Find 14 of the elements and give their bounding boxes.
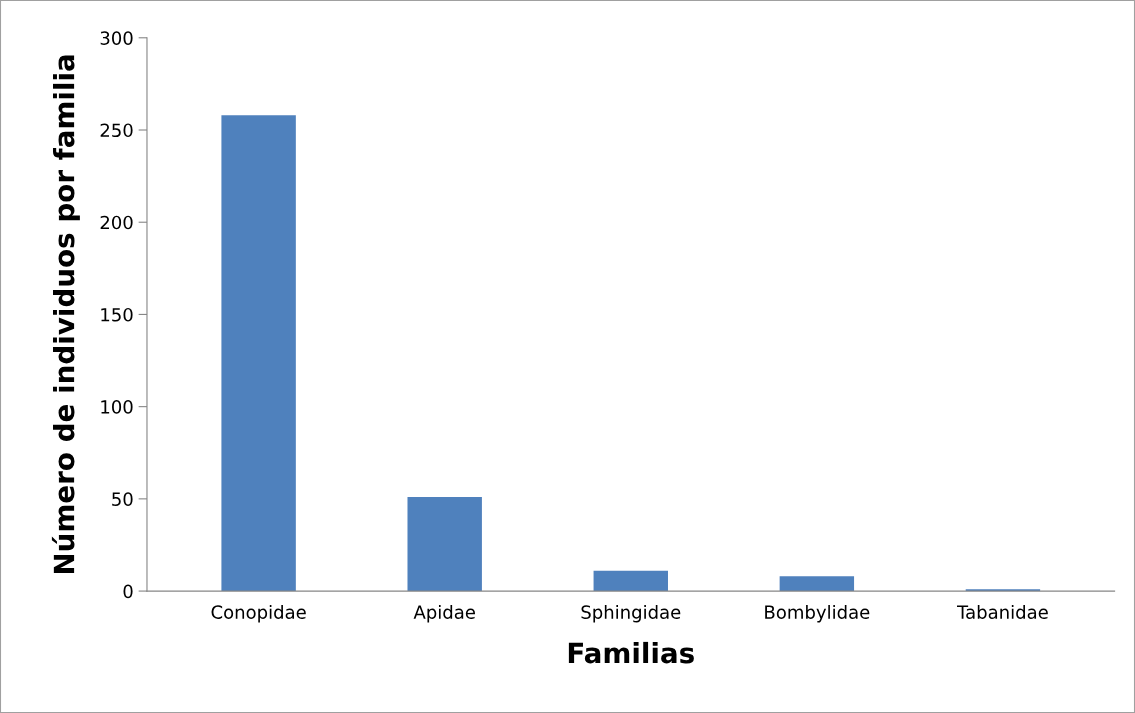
y-tick-label: 100 xyxy=(101,400,133,414)
y-tick-label: 0 xyxy=(123,584,133,599)
y-tick-label: 300 xyxy=(100,31,133,45)
y-tick-label: 150 xyxy=(101,307,133,322)
y-tick-label: 50 xyxy=(112,492,133,506)
x-tick-label: Conopidae xyxy=(211,604,306,623)
x-tick-label: Apidae xyxy=(413,604,475,623)
x-tick-label: Tabanidae xyxy=(957,604,1048,619)
x-axis-title: Familias xyxy=(568,641,694,664)
y-tick-label: 200 xyxy=(100,215,133,230)
x-tick-label: Sphingidae xyxy=(581,604,681,623)
y-axis-title: Número de individuos por familia xyxy=(51,55,80,574)
x-tick-label: Bombylidae xyxy=(765,604,870,623)
y-tick-label: 250 xyxy=(100,123,133,138)
